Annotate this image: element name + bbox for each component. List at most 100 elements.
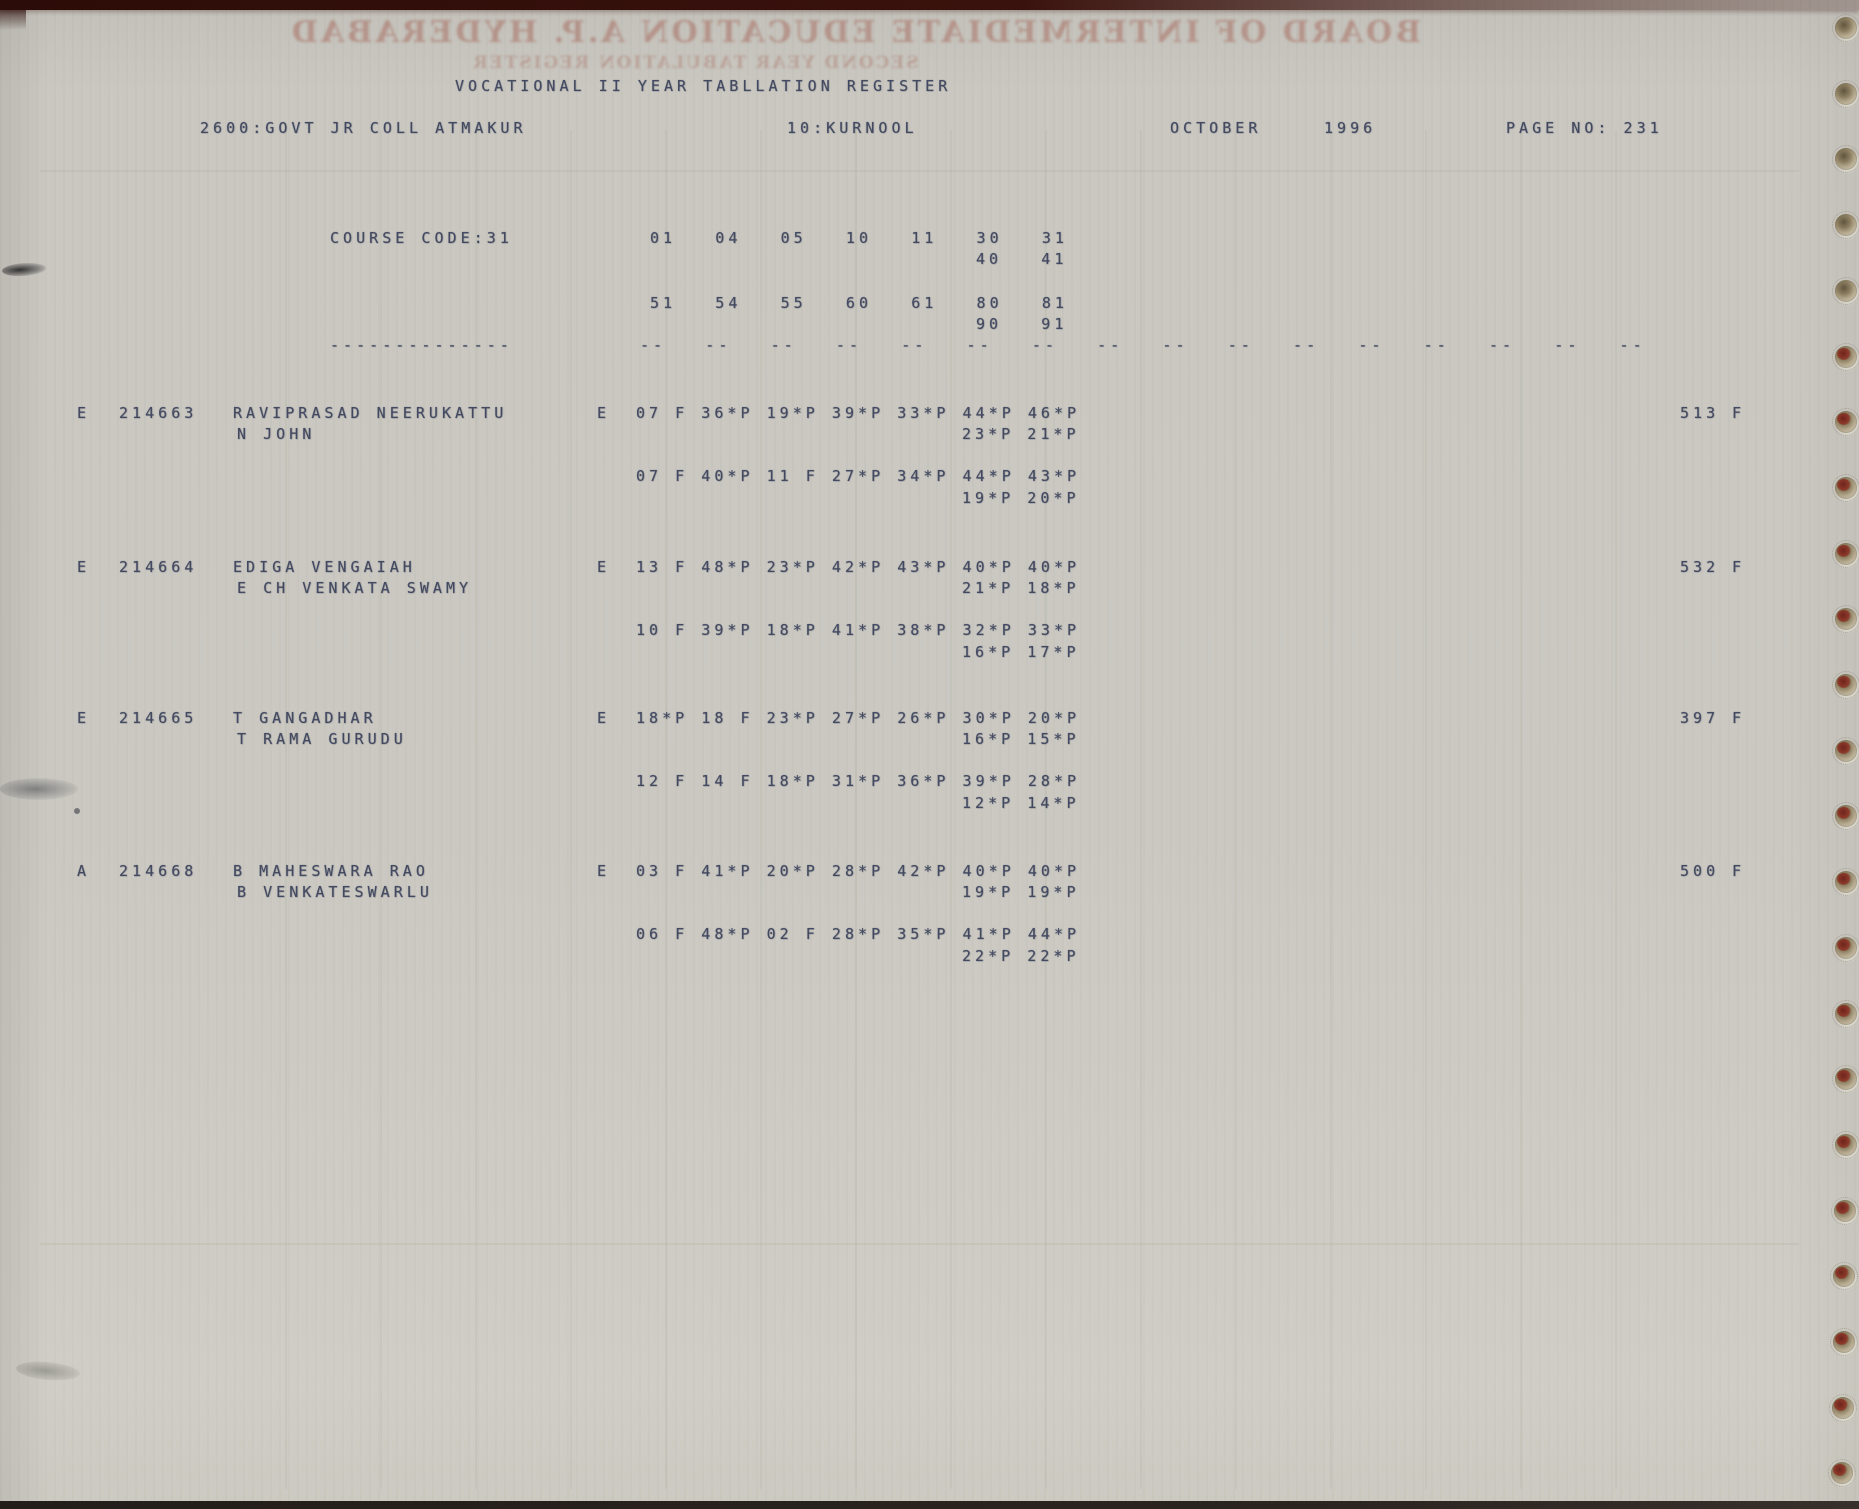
exam-month: OCTOBER xyxy=(1170,119,1262,137)
medium-flag: E xyxy=(597,558,611,576)
sprocket-hole xyxy=(1832,14,1859,42)
attempt2-marks-line2: 22*P 22*P xyxy=(962,947,1080,965)
attempt1-marks-line1: 13 F 48*P 23*P 42*P 43*P 40*P 40*P xyxy=(636,558,1081,576)
binding-edge-bottom xyxy=(0,1501,1859,1509)
faint-vertical-rule xyxy=(665,130,667,1489)
sprocket-hole xyxy=(1832,605,1859,634)
result-flag: F xyxy=(1732,862,1746,880)
student-roll-no: 214663 xyxy=(119,404,198,422)
sprocket-hole xyxy=(1832,473,1859,502)
student-name: EDIGA VENGAIAH xyxy=(233,558,416,576)
faint-vertical-rule xyxy=(855,130,857,1489)
father-name: T RAMA GURUDU xyxy=(237,730,407,748)
college-code-name: 2600:GOVT JR COLL ATMAKUR xyxy=(200,119,527,137)
subject-codes-row1: 01 04 05 10 11 30 31 xyxy=(650,229,1068,247)
father-name: N JOHN xyxy=(237,425,316,443)
district-code-name: 10:KURNOOL xyxy=(787,119,918,137)
attempt2-marks-line1: 07 F 40*P 11 F 27*P 34*P 44*P 43*P xyxy=(636,467,1081,485)
total-marks: 397 xyxy=(1680,709,1720,727)
total-marks: 532 xyxy=(1680,558,1720,576)
attempt2-marks-line2: 16*P 17*P xyxy=(962,643,1080,661)
sprocket-hole xyxy=(1832,1065,1859,1094)
sprocket-hole xyxy=(1832,145,1859,174)
faint-vertical-rule xyxy=(1330,130,1332,1489)
faint-vertical-rule xyxy=(380,130,382,1489)
student-name: RAVIPRASAD NEERUKATTU xyxy=(233,404,508,422)
medium-flag: E xyxy=(597,404,611,422)
sprocket-hole xyxy=(1832,408,1859,437)
faint-horizontal-rule xyxy=(40,1243,1799,1245)
name-column-separator: -------------- xyxy=(330,336,513,354)
faint-vertical-rule xyxy=(1425,130,1427,1489)
medium-flag: E xyxy=(597,709,611,727)
faint-vertical-rule xyxy=(1520,130,1522,1489)
attempt1-marks-line2: 16*P 15*P xyxy=(962,730,1080,748)
faint-vertical-rule xyxy=(285,130,287,1489)
bleedthrough-board-title: BOARD OF INTERMEDIATE EDUCATION A.P. HYD… xyxy=(288,15,1422,50)
sprocket-hole xyxy=(1828,1393,1857,1422)
faint-vertical-rule xyxy=(1045,130,1047,1489)
student-flag: E xyxy=(77,558,91,576)
exam-year: 1996 xyxy=(1324,119,1377,137)
subject-codes-row1-cont: 40 41 xyxy=(976,250,1068,268)
sprocket-hole xyxy=(1832,79,1859,108)
father-name: B VENKATESWARLU xyxy=(237,883,433,901)
student-name: T GANGADHAR xyxy=(233,709,377,727)
binding-edge-corner xyxy=(0,0,26,30)
student-name: B MAHESWARA RAO xyxy=(233,862,429,880)
father-name: E CH VENKATA SWAMY xyxy=(237,579,473,597)
ink-smudge xyxy=(1,261,47,278)
attempt2-marks-line1: 06 F 48*P 02 F 28*P 35*P 41*P 44*P xyxy=(636,925,1081,943)
sprocket-hole xyxy=(1832,802,1859,831)
medium-flag: E xyxy=(597,862,611,880)
sprocket-hole xyxy=(1829,1328,1858,1356)
sprocket-hole xyxy=(1832,933,1859,962)
attempt1-marks-line2: 21*P 18*P xyxy=(962,579,1080,597)
binding-edge-top xyxy=(0,0,1859,10)
attempt2-marks-line1: 10 F 39*P 18*P 41*P 38*P 32*P 33*P xyxy=(636,621,1081,639)
sprocket-hole xyxy=(1831,1196,1859,1225)
student-flag: E xyxy=(77,404,91,422)
sprocket-hole xyxy=(1832,999,1859,1028)
attempt2-marks-line2: 12*P 14*P xyxy=(962,794,1080,812)
course-code-label: COURSE CODE:31 xyxy=(330,229,513,247)
student-flag: A xyxy=(77,862,91,880)
result-flag: F xyxy=(1732,404,1746,422)
total-marks: 500 xyxy=(1680,862,1720,880)
student-flag: E xyxy=(77,709,91,727)
student-roll-no: 214665 xyxy=(119,709,198,727)
attempt1-marks-line2: 23*P 21*P xyxy=(962,425,1080,443)
ink-smudge xyxy=(15,1359,81,1383)
faint-vertical-rule xyxy=(475,130,477,1489)
attempt2-marks-line1: 12 F 14 F 18*P 31*P 36*P 39*P 28*P xyxy=(636,772,1081,790)
subject-codes-row2-cont: 90 91 xyxy=(976,315,1068,333)
attempt1-marks-line1: 03 F 41*P 20*P 28*P 42*P 40*P 40*P xyxy=(636,862,1081,880)
total-marks: 513 xyxy=(1680,404,1720,422)
faint-vertical-rule xyxy=(1615,130,1617,1489)
sprocket-hole xyxy=(1832,539,1859,568)
result-flag: F xyxy=(1732,709,1746,727)
sprocket-hole xyxy=(1832,276,1859,305)
faint-vertical-rule xyxy=(570,130,572,1489)
result-flag: F xyxy=(1732,558,1746,576)
faint-horizontal-rule xyxy=(40,170,1799,172)
marks-column-separator: -- -- -- -- -- -- -- -- -- -- -- -- -- -… xyxy=(640,336,1646,354)
sprocket-hole xyxy=(1832,342,1859,371)
sprocket-hole xyxy=(1830,1262,1859,1291)
attempt2-marks-line2: 19*P 20*P xyxy=(962,489,1080,507)
sprocket-hole xyxy=(1832,211,1859,240)
faint-vertical-rule xyxy=(1140,130,1142,1489)
report-title: VOCATIONAL II YEAR TABLLATION REGISTER xyxy=(455,77,952,95)
faint-vertical-rule xyxy=(950,130,952,1489)
page-number: PAGE NO: 231 xyxy=(1506,119,1663,137)
attempt1-marks-line2: 19*P 19*P xyxy=(962,883,1080,901)
faint-vertical-rule xyxy=(760,130,762,1489)
student-roll-no: 214668 xyxy=(119,862,198,880)
ink-dot xyxy=(74,808,80,814)
sprocket-hole xyxy=(1832,736,1859,765)
ink-smudge xyxy=(0,778,78,800)
sprocket-hole xyxy=(1832,671,1859,699)
student-roll-no: 214664 xyxy=(119,558,198,576)
